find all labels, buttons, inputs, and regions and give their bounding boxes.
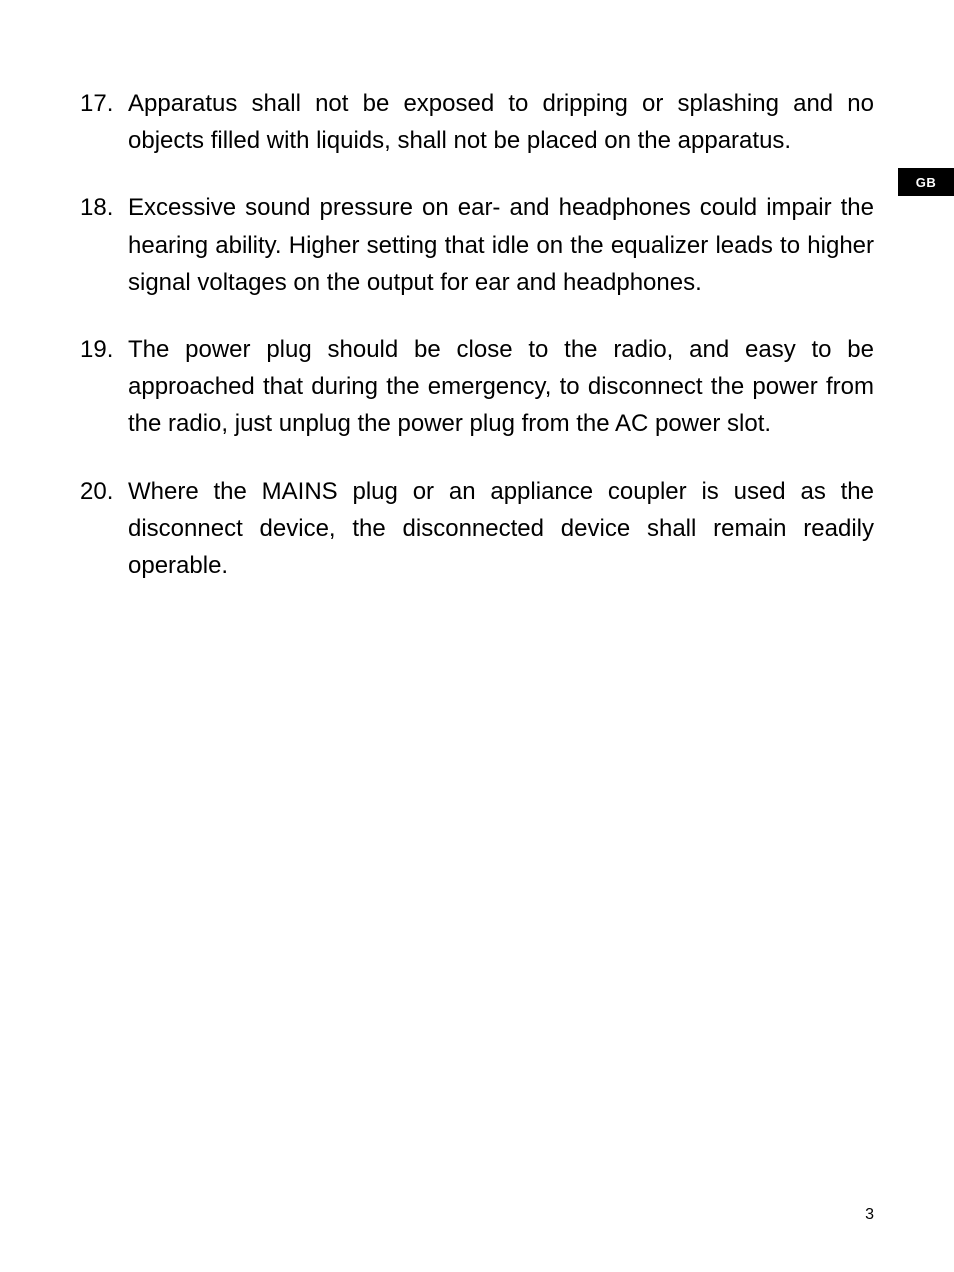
list-item: 17. Apparatus shall not be exposed to dr… [80,85,874,159]
item-number: 19. [80,331,128,443]
list-item: 20. Where the MAINS plug or an appliance… [80,473,874,585]
item-text: Apparatus shall not be exposed to drippi… [128,85,874,159]
list-item: 19. The power plug should be close to th… [80,331,874,443]
page-number: 3 [865,1206,874,1224]
item-number: 17. [80,85,128,159]
item-text: Excessive sound pressure on ear- and hea… [128,189,874,301]
item-text: Where the MAINS plug or an appliance cou… [128,473,874,585]
list-item: 18. Excessive sound pressure on ear- and… [80,189,874,301]
language-tab: GB [898,168,954,196]
item-number: 20. [80,473,128,585]
instruction-list: 17. Apparatus shall not be exposed to dr… [80,85,874,584]
item-text: The power plug should be close to the ra… [128,331,874,443]
page: GB 17. Apparatus shall not be exposed to… [0,0,954,1272]
item-number: 18. [80,189,128,301]
